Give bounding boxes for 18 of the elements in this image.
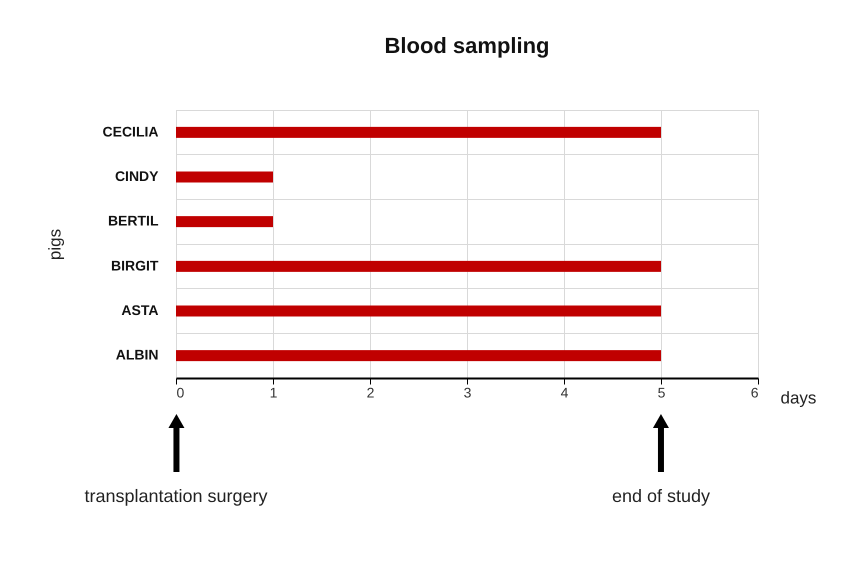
- text: transplantation surgery: [84, 486, 268, 507]
- y-tick-label: CINDY: [114, 168, 160, 184]
- y-tick-label: ASTA: [121, 302, 158, 318]
- text: end of study: [612, 486, 710, 507]
- chart-title: Blood sampling: [384, 33, 550, 58]
- y-tick-label: BIRGIT: [111, 257, 159, 274]
- x-tick-label: 5: [658, 384, 666, 400]
- x-tick-label: 2: [366, 384, 375, 400]
- x-axis-title: days: [780, 388, 816, 408]
- x-tick-label: 4: [560, 384, 569, 400]
- x-tick-label: 6: [750, 384, 759, 400]
- x-tick-label: 0: [176, 384, 184, 400]
- x-tick-label: 3: [464, 384, 472, 400]
- y-axis-title: pigs: [46, 228, 64, 260]
- x-tick-label: 1: [270, 384, 278, 400]
- y-tick-label: CECILIA: [102, 123, 158, 140]
- y-tick-label: BERTIL: [108, 212, 159, 229]
- y-tick-label: ALBIN: [116, 346, 158, 363]
